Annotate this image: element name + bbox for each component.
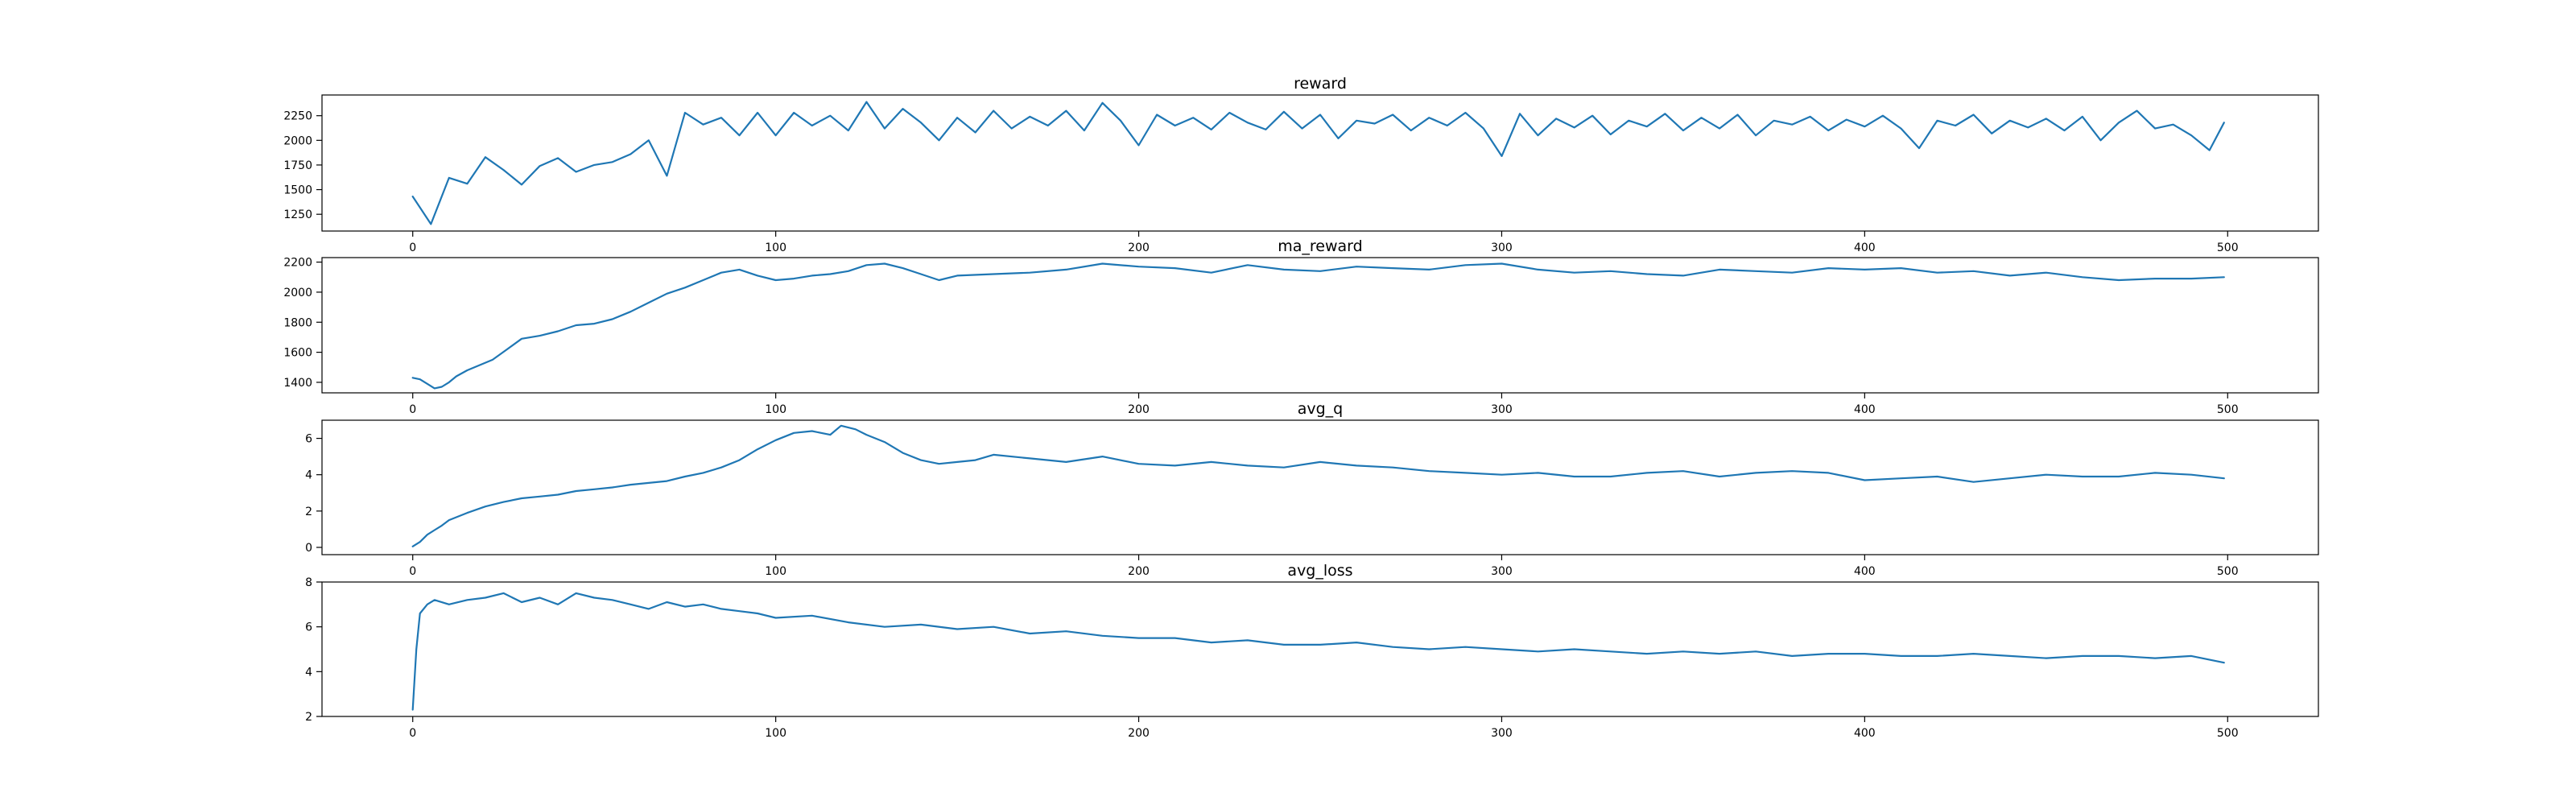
y-tick-label: 1400 (283, 377, 312, 390)
axes-frame (321, 257, 2319, 394)
y-tick-label: 6 (305, 621, 312, 634)
y-tick-label: 1250 (283, 208, 312, 221)
y-tick-label: 1750 (283, 159, 312, 172)
x-tick-label: 100 (765, 727, 786, 740)
axes-frame (321, 94, 2319, 232)
y-tick-label: 2000 (283, 134, 312, 147)
x-tick-label: 300 (1491, 727, 1513, 740)
y-tick-label: 2000 (283, 287, 312, 299)
x-tick-label: 500 (2217, 565, 2239, 578)
y-tick-label: 2250 (283, 110, 312, 123)
x-tick-label: 300 (1491, 242, 1513, 254)
x-tick-label: 0 (409, 403, 416, 416)
x-tick-label: 100 (765, 403, 786, 416)
x-tick-label: 100 (765, 565, 786, 578)
x-tick-label: 500 (2217, 727, 2239, 740)
y-tick-label: 1600 (283, 347, 312, 360)
x-tick-label: 400 (1854, 565, 1876, 578)
y-tick-label: 1500 (283, 184, 312, 197)
subplot-avg-loss: avg_loss 0 100 200 300 400 500 2 4 6 8 (305, 562, 2319, 740)
series-line-ma-reward (411, 262, 2225, 390)
y-tick-label: 4 (305, 666, 312, 679)
y-tick-label: 6 (305, 433, 312, 446)
x-tick-label: 200 (1128, 403, 1150, 416)
x-tick-label: 400 (1854, 727, 1876, 740)
series-line-avg-loss (411, 592, 2225, 711)
x-tick-label: 400 (1854, 403, 1876, 416)
x-tick-label: 300 (1491, 565, 1513, 578)
x-tick-label: 300 (1491, 403, 1513, 416)
axes-frame (321, 581, 2319, 717)
subplot-avg-q: avg_q 0 100 200 300 400 500 0 2 4 6 (305, 400, 2319, 578)
y-tick-label: 4 (305, 469, 312, 482)
subplot-title: avg_q (1298, 400, 1344, 418)
x-tick-label: 0 (409, 242, 416, 254)
y-tick-label: 2 (305, 711, 312, 724)
y-tick-label: 2 (305, 506, 312, 518)
y-tick-label: 0 (305, 542, 312, 555)
subplot-title: avg_loss (1287, 562, 1352, 580)
series-line-avg-q (411, 424, 2225, 547)
y-tick-label: 8 (305, 576, 312, 589)
x-tick-label: 400 (1854, 242, 1876, 254)
subplot-reward: reward 0 100 200 300 400 500 1250 1500 1750 2000 22… (283, 75, 2319, 254)
series-line-reward (411, 101, 2225, 225)
x-tick-label: 200 (1128, 727, 1150, 740)
y-tick-label: 1800 (283, 316, 312, 329)
x-tick-label: 0 (409, 727, 416, 740)
x-tick-label: 500 (2217, 242, 2239, 254)
x-tick-label: 200 (1128, 565, 1150, 578)
x-tick-label: 500 (2217, 403, 2239, 416)
subplot-title: reward (1294, 75, 1347, 93)
x-tick-label: 100 (765, 242, 786, 254)
subplot-title: ma_reward (1278, 237, 1362, 255)
y-tick-label: 2200 (283, 257, 312, 270)
axes-frame (321, 419, 2319, 555)
subplot-ma-reward: ma_reward 0 100 200 300 400 500 1400 1600 1800 200… (283, 237, 2319, 416)
x-tick-label: 0 (409, 565, 416, 578)
x-tick-label: 200 (1128, 242, 1150, 254)
